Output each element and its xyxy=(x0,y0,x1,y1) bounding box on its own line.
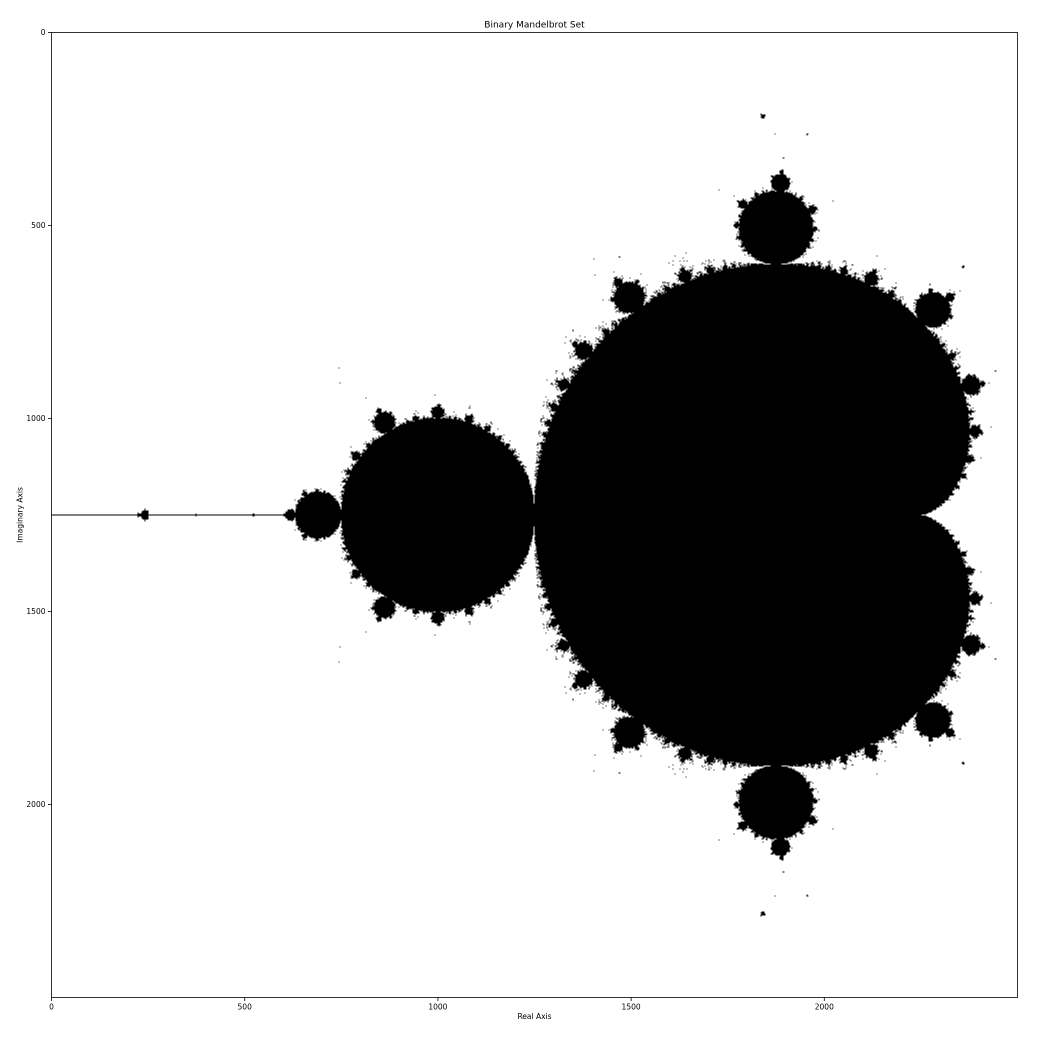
mandelbrot-image-layer xyxy=(51,32,1018,998)
x-tick-label: 1500 xyxy=(622,1003,641,1012)
y-tick-label: 500 xyxy=(31,221,46,230)
plot-frame xyxy=(51,32,1018,998)
mandelbrot-set-image xyxy=(51,32,1018,998)
x-axis-label: Real Axis xyxy=(517,1012,551,1021)
y-tick-label: 0 xyxy=(41,28,46,37)
y-tick-label: 2000 xyxy=(26,800,45,809)
x-tick-label: 1000 xyxy=(428,1003,447,1012)
x-tick-label: 2000 xyxy=(815,1003,834,1012)
y-axis-label: Imaginary Axis xyxy=(16,487,25,543)
x-tick-label: 500 xyxy=(238,1003,253,1012)
chart-title: Binary Mandelbrot Set xyxy=(484,21,585,31)
y-tick-label: 1500 xyxy=(26,607,45,616)
x-axis: 0 500 1000 1500 2000 xyxy=(49,997,834,1012)
x-tick-label: 0 xyxy=(49,1003,54,1012)
y-tick-label: 1000 xyxy=(26,414,45,423)
y-axis: 0 500 1000 1500 2000 xyxy=(26,28,52,809)
